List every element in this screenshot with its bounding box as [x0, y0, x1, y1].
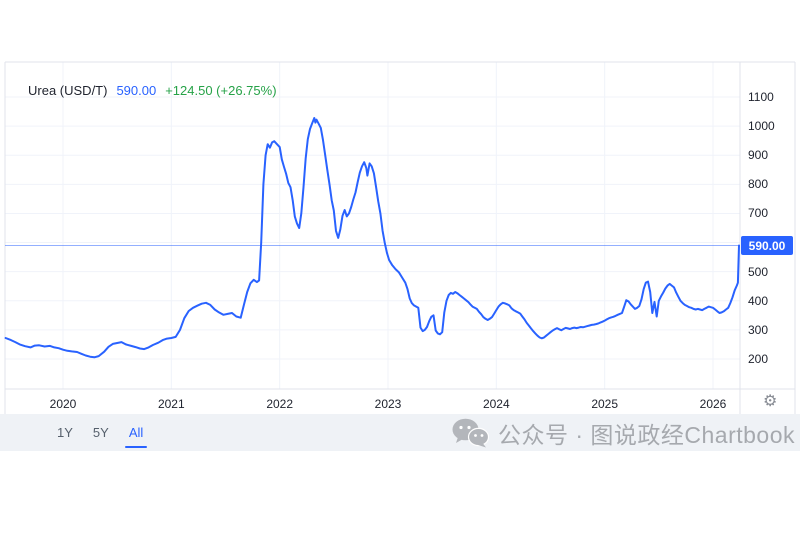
price-axis-label: 800: [748, 177, 769, 192]
price-axis-label: 200: [748, 352, 769, 366]
price-axis-label: 700: [748, 206, 769, 221]
watermark-text: 公众号 · 图说政经Chartbook: [497, 422, 795, 448]
watermark: 公众号 · 图说政经Chartbook: [452, 416, 795, 450]
range-button-all[interactable]: All: [122, 422, 150, 448]
settings-gear-icon[interactable]: ⚙: [763, 393, 778, 410]
symbol-legend: Urea (USD/T) 590.00 +124.50 (+26.75%): [28, 83, 277, 98]
current-price-badge: 590.00: [741, 236, 793, 255]
price-axis-label: 300: [748, 322, 769, 337]
last-price-value: 590.00: [116, 83, 157, 98]
range-button-1y[interactable]: 1Y: [50, 422, 80, 443]
range-toolbar: 1Y 5Y All: [0, 414, 800, 451]
symbol-name: Urea (USD/T): [28, 83, 108, 98]
time-axis-label: 2024: [482, 397, 510, 411]
wechat-icon: [452, 418, 489, 448]
price-change-value: +124.50 (+26.75%): [165, 83, 277, 98]
series-line: [4, 117, 740, 359]
time-axis-label: 2026: [699, 397, 727, 411]
time-axis-label: 2023: [374, 397, 402, 411]
time-axis-label: 2025: [591, 397, 619, 411]
chart-borders: [4, 61, 796, 414]
price-axis-label: 1100: [748, 90, 774, 104]
price-axis-label: 500: [748, 264, 769, 279]
price-axis-label: 1000: [748, 119, 775, 134]
time-axis-label: 2021: [157, 397, 185, 411]
time-axis-label: 2022: [266, 397, 294, 411]
range-button-5y[interactable]: 5Y: [86, 422, 116, 443]
gridlines: [5, 62, 740, 389]
price-axis-label: 900: [748, 148, 769, 163]
time-axis-label: 2020: [49, 397, 77, 411]
price-axis-label: 400: [748, 293, 769, 308]
